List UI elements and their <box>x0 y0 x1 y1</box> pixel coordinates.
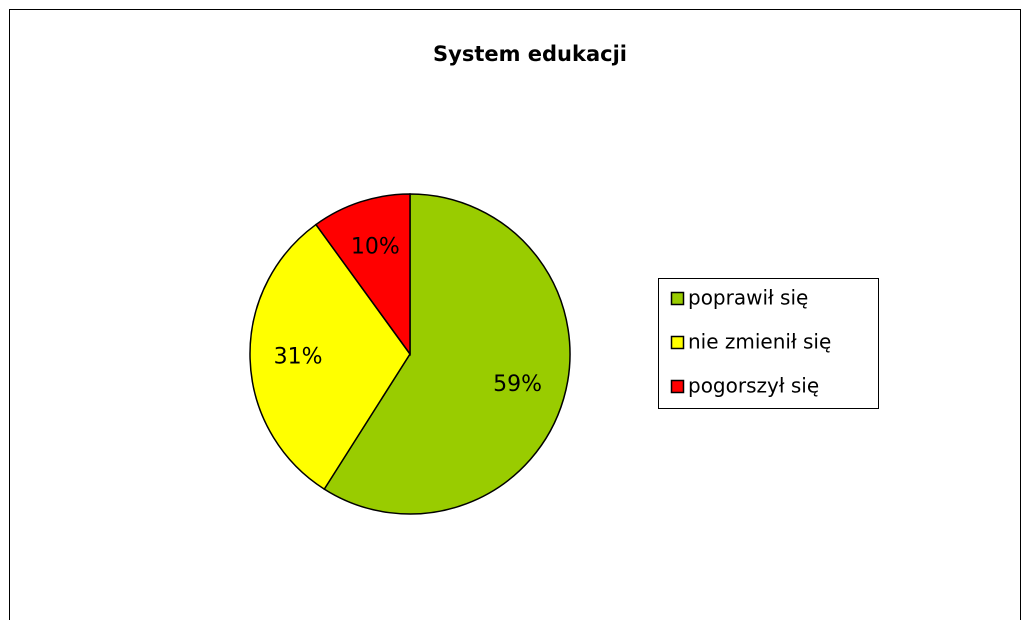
legend-label: pogorszył się <box>688 374 819 398</box>
legend-swatch <box>670 291 685 306</box>
slice-label: 10% <box>351 234 400 259</box>
legend-label: nie zmienił się <box>688 330 831 354</box>
legend-swatch <box>670 335 685 350</box>
legend-box <box>658 278 879 409</box>
pie-slice <box>314 193 411 357</box>
slice-label: 31% <box>274 345 323 370</box>
pie-slice <box>323 193 571 515</box>
legend-label: poprawił się <box>688 286 808 310</box>
legend-swatch <box>670 379 685 394</box>
slice-label: 59% <box>493 372 542 397</box>
chart-title: System edukacji <box>433 42 627 66</box>
pie-slice <box>249 223 411 491</box>
